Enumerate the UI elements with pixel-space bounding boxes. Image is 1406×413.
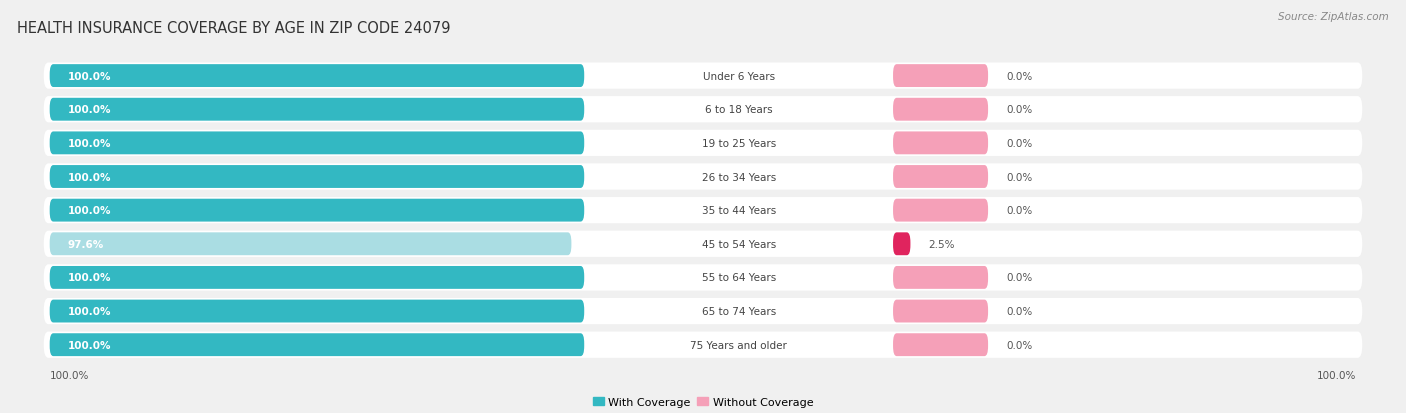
Text: 0.0%: 0.0% xyxy=(1005,340,1032,350)
Text: 100.0%: 100.0% xyxy=(67,340,111,350)
FancyBboxPatch shape xyxy=(44,197,1362,224)
FancyBboxPatch shape xyxy=(49,65,585,88)
FancyBboxPatch shape xyxy=(49,199,585,222)
Text: 0.0%: 0.0% xyxy=(1005,105,1032,115)
Text: 100.0%: 100.0% xyxy=(67,172,111,182)
FancyBboxPatch shape xyxy=(49,132,585,155)
Text: 26 to 34 Years: 26 to 34 Years xyxy=(702,172,776,182)
Text: 35 to 44 Years: 35 to 44 Years xyxy=(702,206,776,216)
Text: 0.0%: 0.0% xyxy=(1005,71,1032,81)
FancyBboxPatch shape xyxy=(44,164,1362,190)
FancyBboxPatch shape xyxy=(893,132,988,155)
FancyBboxPatch shape xyxy=(893,333,988,356)
Text: 0.0%: 0.0% xyxy=(1005,273,1032,283)
Text: 19 to 25 Years: 19 to 25 Years xyxy=(702,138,776,149)
Text: 45 to 54 Years: 45 to 54 Years xyxy=(702,239,776,249)
Text: 100.0%: 100.0% xyxy=(67,273,111,283)
Text: 6 to 18 Years: 6 to 18 Years xyxy=(704,105,772,115)
Text: 100.0%: 100.0% xyxy=(67,138,111,149)
FancyBboxPatch shape xyxy=(893,300,988,323)
Text: 100.0%: 100.0% xyxy=(1317,370,1357,380)
Text: 100.0%: 100.0% xyxy=(67,306,111,316)
Text: Under 6 Years: Under 6 Years xyxy=(703,71,775,81)
Text: 0.0%: 0.0% xyxy=(1005,172,1032,182)
Text: 97.6%: 97.6% xyxy=(67,239,104,249)
Text: Source: ZipAtlas.com: Source: ZipAtlas.com xyxy=(1278,12,1389,22)
Text: HEALTH INSURANCE COVERAGE BY AGE IN ZIP CODE 24079: HEALTH INSURANCE COVERAGE BY AGE IN ZIP … xyxy=(17,21,450,36)
FancyBboxPatch shape xyxy=(49,233,571,256)
Text: 75 Years and older: 75 Years and older xyxy=(690,340,787,350)
FancyBboxPatch shape xyxy=(49,266,585,289)
FancyBboxPatch shape xyxy=(893,65,988,88)
Text: 0.0%: 0.0% xyxy=(1005,306,1032,316)
Text: 0.0%: 0.0% xyxy=(1005,138,1032,149)
FancyBboxPatch shape xyxy=(49,166,585,188)
FancyBboxPatch shape xyxy=(893,99,988,121)
FancyBboxPatch shape xyxy=(49,300,585,323)
FancyBboxPatch shape xyxy=(44,332,1362,358)
Text: 0.0%: 0.0% xyxy=(1005,206,1032,216)
FancyBboxPatch shape xyxy=(44,265,1362,291)
Text: 100.0%: 100.0% xyxy=(67,105,111,115)
Text: 100.0%: 100.0% xyxy=(67,71,111,81)
FancyBboxPatch shape xyxy=(893,233,911,256)
FancyBboxPatch shape xyxy=(44,231,1362,257)
FancyBboxPatch shape xyxy=(44,97,1362,123)
FancyBboxPatch shape xyxy=(49,99,585,121)
FancyBboxPatch shape xyxy=(49,333,585,356)
Text: 100.0%: 100.0% xyxy=(49,370,89,380)
FancyBboxPatch shape xyxy=(893,266,988,289)
FancyBboxPatch shape xyxy=(893,166,988,188)
Text: 2.5%: 2.5% xyxy=(928,239,955,249)
Text: 55 to 64 Years: 55 to 64 Years xyxy=(702,273,776,283)
Text: 100.0%: 100.0% xyxy=(67,206,111,216)
FancyBboxPatch shape xyxy=(44,131,1362,157)
Text: 65 to 74 Years: 65 to 74 Years xyxy=(702,306,776,316)
Legend: With Coverage, Without Coverage: With Coverage, Without Coverage xyxy=(588,392,818,411)
FancyBboxPatch shape xyxy=(44,298,1362,324)
FancyBboxPatch shape xyxy=(44,63,1362,90)
FancyBboxPatch shape xyxy=(893,199,988,222)
